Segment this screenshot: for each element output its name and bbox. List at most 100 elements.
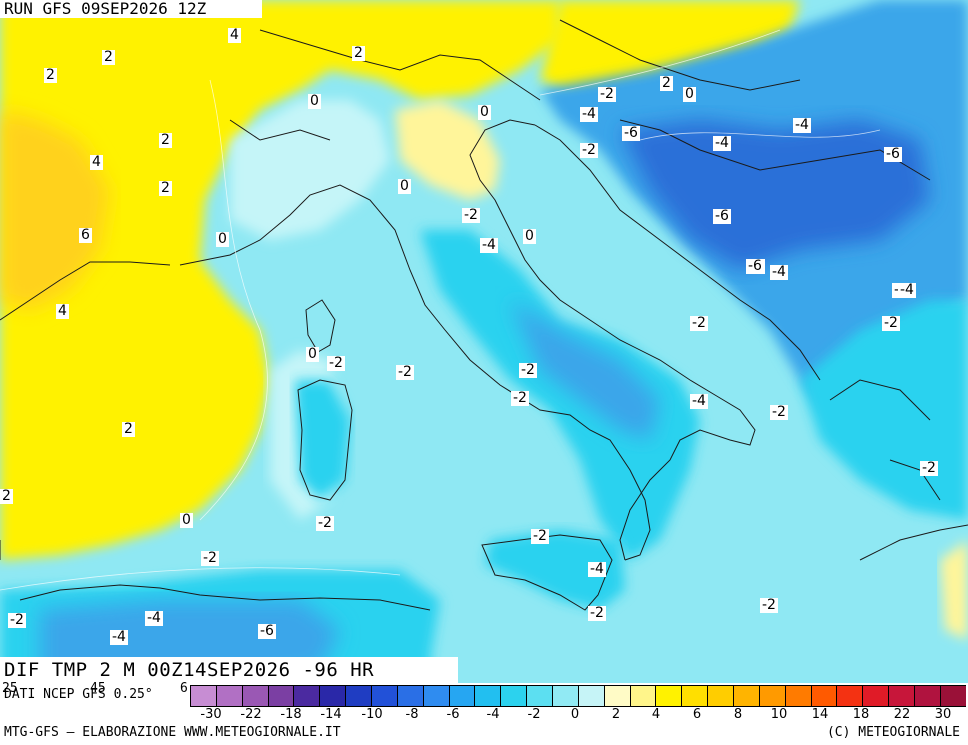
scale-tick-label: 14 [811,707,829,722]
contour-value-label: -4 [580,106,598,122]
contour-value-label: -4 [145,610,163,626]
scale-tick-label: 0 [570,707,580,722]
scale-swatch [836,686,863,706]
contour-value-label: 2 [44,67,57,83]
balkans-deep [620,120,930,270]
left-tick-c: 6 [180,681,188,696]
hot-region-west [0,110,110,310]
contour-value-label: 2 [660,75,673,91]
map-field [0,0,968,683]
contour-value-label: -6 [258,623,276,639]
credit-right: (C) METEOGIORNALE [826,725,960,740]
scale-tick-label: 6 [692,707,702,722]
scale-tick-label: 30 [934,707,952,722]
contour-value-label: -2 [511,390,529,406]
scale-tick-label: -4 [486,707,500,722]
contour-value-label: -4 [690,393,708,409]
scale-swatch [681,686,708,706]
contour-value-label: 0 [308,93,321,109]
contour-value-label: -6 [713,208,731,224]
warm-region-west [0,0,560,560]
scale-swatch [552,686,578,706]
contour-value-label: -2 [760,597,778,613]
peninsula-cold [420,230,700,560]
warm-strip-east [940,540,968,640]
scale-swatch [733,686,759,706]
pale-cyan-north [230,100,390,240]
field-label: DIF TMP 2 M 00Z14SEP2026 -96 HR [0,657,458,683]
contour-value-label: 0 [306,346,319,362]
credit-left: MTG-GFS — ELABORAZIONE WWW.METEOGIORNALE… [4,725,341,740]
warm-region-adriatic [395,100,500,200]
scale-swatch [215,686,242,706]
scale-swatch [190,686,216,706]
contour-value-label: 0 [180,512,193,528]
scale-swatch [396,686,423,706]
scale-swatch [293,686,320,706]
left-tick-a: 25 [2,681,18,696]
scale-swatch [500,686,527,706]
contour-value-label: 2 [159,132,172,148]
scale-tick-label: -22 [240,707,262,722]
contour-value-label: 2 [122,421,135,437]
sicily-cold [485,530,625,610]
contour-value-label: -2 [201,550,219,566]
scale-swatch [655,686,682,706]
contour-value-label: -2 [327,355,345,371]
contour-value-label: -2 [396,364,414,380]
scale-swatch [888,686,915,706]
scale-tick-label: 4 [651,707,661,722]
scale-swatch [371,686,397,706]
contour-value-label: -6 [884,146,902,162]
contour-value-label: -4 [770,264,788,280]
scale-swatch [939,686,966,706]
contour-value-label: 0 [683,86,696,102]
contour-value-label: -4 [480,237,498,253]
scale-tick-label: 8 [733,707,743,722]
scale-tick-label: 10 [770,707,788,722]
scale-swatch [319,686,346,706]
contour-value-label: -2 [531,528,549,544]
isotherms [0,29,881,591]
contour-value-label: 0 [398,178,411,194]
scale-tick-label: -14 [320,707,342,722]
source-text: DATI NCEP GFS 0.25° [4,687,153,702]
scale-swatch [810,686,837,706]
scale-swatch [603,686,630,706]
scale-swatch [758,686,785,706]
scale-swatch [862,686,889,706]
contour-value-label: -2 [588,605,606,621]
scale-swatch [267,686,294,706]
contour-value-label: -2 [580,142,598,158]
contour-value-label: -2 [519,362,537,378]
scale-swatch [448,686,475,706]
scale-swatch [707,686,734,706]
contour-value-label: 2 [352,45,365,61]
contour-value-label: -6 [746,258,764,274]
contour-value-label: 4 [228,27,241,43]
contour-value-label: -2 [462,207,480,223]
scale-tick-label: -18 [280,707,302,722]
contour-value-label: -6 [622,125,640,141]
color-scale [190,685,966,707]
temperature-map: 422224260400020-4-2-4-6-2-4-6-6-2-40-6-6… [0,0,968,683]
scale-swatch [241,686,268,706]
legend-bar: DATI NCEP GFS 0.25° 25 45 6 -30 -22 -18 -14… [0,681,968,745]
coastlines [0,19,968,611]
scale-tick-label: -10 [361,707,383,722]
contour-value-label: 0 [478,104,491,120]
contour-value-label: -4 [588,561,606,577]
contour-value-label: -2 [882,315,900,331]
contour-value-label: -4 [110,629,128,645]
scale-swatch [422,686,449,706]
contour-value-label: -2 [920,460,938,476]
scale-tick-label: -6 [446,707,460,722]
scale-swatch [914,686,940,706]
contour-value-label: 2 [0,488,13,504]
scale-swatch [629,686,656,706]
contour-value-label: -4 [793,117,811,133]
scale-tick-label: 2 [611,707,621,722]
scale-swatch [526,686,553,706]
contour-value-label: 2 [102,49,115,65]
contour-value-label: -2 [690,315,708,331]
